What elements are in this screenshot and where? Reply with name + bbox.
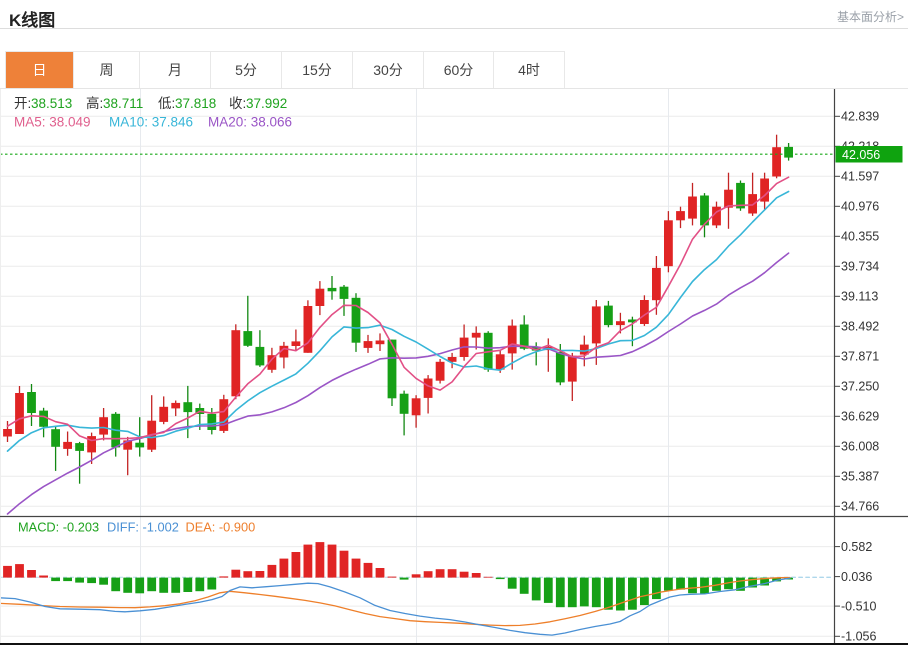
- svg-text:34.766: 34.766: [841, 500, 879, 514]
- svg-text:-1.056: -1.056: [841, 630, 876, 644]
- svg-text:37.871: 37.871: [841, 350, 879, 364]
- svg-text:39.113: 39.113: [841, 290, 878, 304]
- svg-text:0.582: 0.582: [841, 540, 872, 554]
- svg-text:38.492: 38.492: [841, 320, 879, 334]
- svg-text:35.387: 35.387: [841, 470, 879, 484]
- svg-text:42.056: 42.056: [842, 148, 880, 162]
- svg-text:40.976: 40.976: [841, 200, 879, 214]
- svg-text:37.250: 37.250: [841, 380, 879, 394]
- svg-text:-0.510: -0.510: [841, 599, 876, 613]
- svg-text:42.839: 42.839: [841, 110, 879, 124]
- svg-text:36.629: 36.629: [841, 410, 879, 424]
- svg-text:39.734: 39.734: [841, 260, 879, 274]
- svg-text:36.008: 36.008: [841, 440, 879, 454]
- svg-text:0.036: 0.036: [841, 570, 872, 584]
- svg-text:40.355: 40.355: [841, 230, 879, 244]
- svg-text:41.597: 41.597: [841, 170, 879, 184]
